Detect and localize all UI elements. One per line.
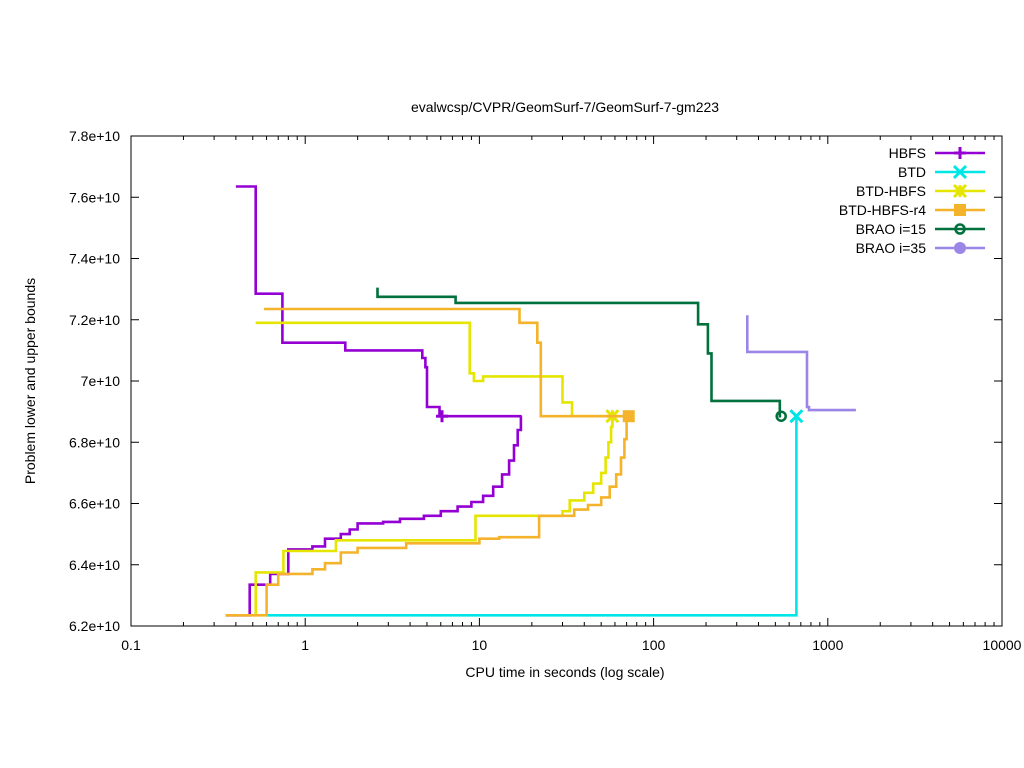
series-brao-i-15-upper-line [376,287,782,418]
x-tick-label: 100 [642,637,666,653]
legend: HBFS BTD BTD-HBFS BTD-HBFS-r4 BRAO i=15 BRAO … [839,145,985,256]
legend-label: BRAO i=15 [856,221,927,237]
legend-marker [952,183,968,199]
series-btd-hbfs-upper-line [255,321,613,418]
series-brao-i-15-marker [775,410,787,422]
series-hbfs-lower-line [225,416,523,617]
series-btd-hbfs-r4-lower-line [225,414,629,617]
y-tick-label: 6.6e+10 [69,496,120,512]
y-tick-label: 7.2e+10 [69,312,120,328]
y-tick-label: 6.2e+10 [69,618,120,634]
legend-marker [952,164,968,180]
series-hbfs-marker [436,410,449,423]
x-tick-label: 0.1 [121,637,141,653]
series-hbfs-upper-line [235,185,522,418]
y-tick-label: 7e+10 [81,373,121,389]
legend-marker [954,147,966,159]
legend-item-brao-i-35: BRAO i=35 [856,240,985,256]
legend-label: HBFS [889,145,926,161]
plot-frame [130,135,1003,627]
series-btd-hbfs-r4-marker [622,410,635,423]
series-brao-i-35-upper-line [746,315,856,412]
y-tick-label: 7.8e+10 [69,128,120,144]
legend-item-btd-hbfs: BTD-HBFS [856,183,985,199]
legend-marker [954,242,966,254]
series-btd-lower-line [266,416,798,617]
x-tick-label: 10000 [983,637,1022,653]
series-btd-hbfs-r4-upper-line [264,307,629,418]
x-tick-label: 1 [301,637,309,653]
y-tick-label: 7.4e+10 [69,251,120,267]
legend-label: BTD-HBFS [856,183,926,199]
legend-item-brao-i-15: BRAO i=15 [856,221,985,237]
legend-item-btd-hbfs-r4: BTD-HBFS-r4 [839,202,985,218]
y-tick-label: 6.8e+10 [69,434,120,450]
legend-marker [954,204,966,216]
y-tick-label: 7.6e+10 [69,189,120,205]
x-tick-label: 10 [472,637,488,653]
axis-ticks: 0.1 1 10 100 1000 10000 6.2e+10 6.4e+10 6.6e+10 6… [69,128,1022,653]
legend-label: BTD [898,164,926,180]
legend-item-btd: BTD [898,164,985,180]
series-btd-hbfs-lower-line [252,416,614,617]
x-axis-title: CPU time in seconds (log scale) [465,664,664,680]
legend-marker [954,223,966,235]
plot-area [225,185,856,617]
legend-label: BTD-HBFS-r4 [839,202,926,218]
chart-title: evalwcsp/CVPR/GeomSurf-7/GeomSurf-7-gm22… [411,99,719,115]
series-btd-marker [789,409,804,424]
y-axis-title: Problem lower and upper bounds [22,278,38,484]
legend-item-hbfs: HBFS [889,145,985,161]
legend-label: BRAO i=35 [856,240,927,256]
y-tick-label: 6.4e+10 [69,557,120,573]
x-tick-label: 1000 [812,637,843,653]
